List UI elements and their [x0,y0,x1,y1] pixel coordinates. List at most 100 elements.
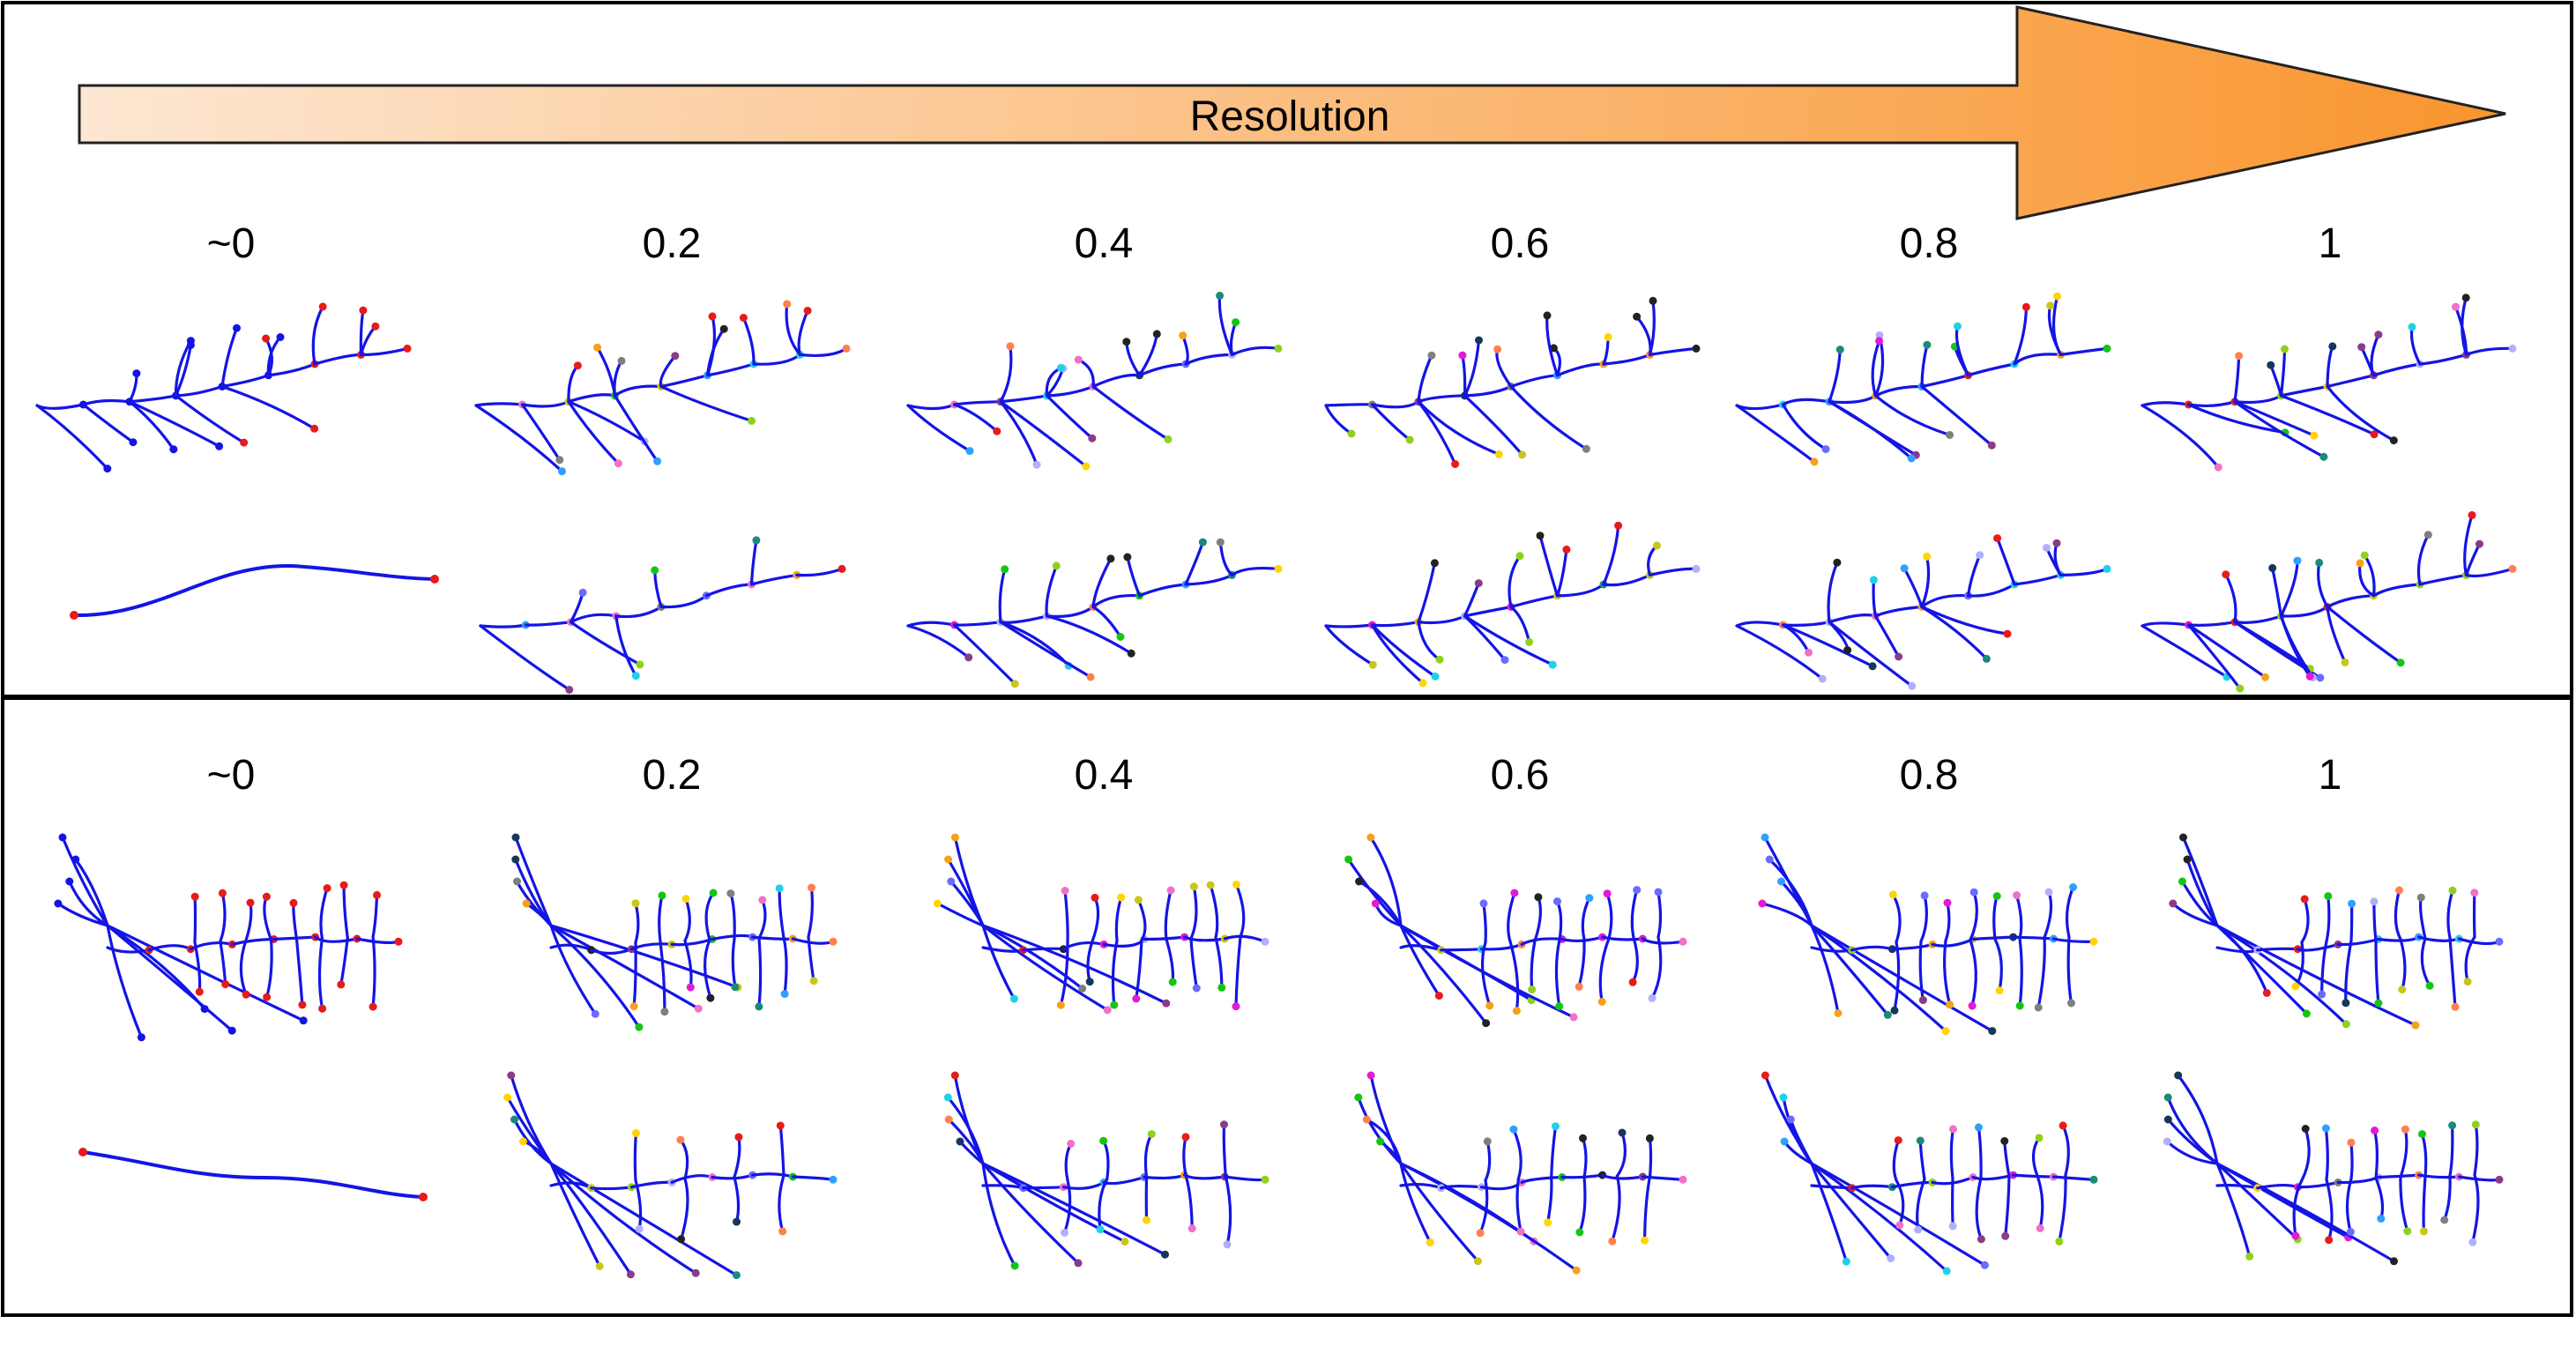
tree-branch [2180,880,2219,927]
tree-node [1232,1002,1240,1011]
tree-branch [1183,1173,1226,1180]
tree-branch [683,939,693,989]
tree-branch [1230,346,1280,356]
tree-branch [2326,384,2395,442]
tree-node [1604,332,1612,341]
tree-branch [949,880,985,927]
tree-branch [1417,400,1500,456]
tree-branch [1578,1175,1587,1234]
tree-node [1132,994,1141,1003]
tree-branch [658,894,664,943]
tree-node [71,855,80,864]
tree-branch [1091,557,1113,609]
tree-node [1426,1238,1434,1246]
tree-branch [567,400,646,443]
tree-node [1835,346,1844,354]
tree-node [2268,563,2277,572]
tree-branch [2140,624,2229,679]
tree-node [1232,880,1240,889]
tree-node [636,660,644,669]
tree-branch [2371,583,2422,598]
tree-branch [2004,1175,2011,1238]
tree-branch [711,933,755,941]
tree-branch [1966,362,2016,377]
tree-branch [633,1131,637,1182]
tree-branch [1920,384,1993,447]
neuron-skeleton-icon [54,833,403,1042]
tree-branch [1509,605,1531,643]
tree-branch [514,858,553,927]
tree-node [733,1217,741,1226]
tree-node [289,898,298,907]
tree-node [1344,855,1353,864]
tree-branch [1647,544,1659,576]
tree-node [1528,985,1537,994]
tree-node [1641,1236,1649,1245]
tree-branch [2165,1140,2219,1165]
tree-branch [355,937,400,944]
tree-branch [952,400,1002,406]
tree-node [691,1268,700,1277]
tree-node [2451,1002,2460,1011]
tree-node [2495,937,2504,946]
tree-branch [219,940,227,986]
tree-node [1887,1254,1895,1263]
tree-node [1032,460,1041,469]
tree-node [1977,1235,1985,1244]
tree-node [709,889,718,897]
tree-branch [1189,885,1198,941]
tree-branch [549,924,700,1010]
tree-node [1067,1140,1076,1148]
tree-node [1777,877,1785,886]
tree-branch [1440,1185,1483,1190]
tree-branch [596,346,617,398]
tree-branch [2448,936,2457,1008]
tree-branch [1969,890,1978,941]
tree-branch [670,1174,714,1184]
tree-node [1500,656,1509,665]
tree-node [2281,345,2289,353]
tree-branch [2256,947,2299,952]
tree-branch [1893,941,1901,1012]
tree-node [1161,1250,1169,1259]
tree-branch [1951,1177,1954,1228]
tree-branch [2012,1173,2055,1179]
tree-branch [2326,374,2376,389]
tree-node [1614,521,1623,530]
tree-node [513,877,521,886]
tree-node [1761,1071,1769,1080]
tree-branch [670,937,714,947]
tree-branch [2279,559,2299,618]
tree-node [1162,999,1171,1008]
tree-node [2348,899,2356,908]
tree-branch [1114,896,1123,942]
tree-node [1821,445,1830,454]
tree-node [1805,648,1813,657]
tree-node [1603,889,1612,898]
tree-branch [757,898,767,941]
tree-node [1995,986,2004,995]
tree-node [2103,564,2111,573]
tree-branch [81,398,131,406]
tree-node [2300,895,2309,904]
tree-branch [946,1096,985,1165]
tree-branch [1223,934,1267,943]
tree-node [1679,1175,1687,1184]
tree-node [1895,1221,1904,1230]
tree-node [1261,1175,1269,1184]
tree-branch [1463,338,1481,398]
tree-branch [1463,384,1513,398]
tree-branch [778,1124,785,1178]
tree-branch [359,324,377,356]
tree-branch [1735,621,1785,628]
tree-branch [549,1162,697,1275]
tree-node [660,1008,669,1016]
tree-branch [2399,937,2407,992]
tree-branch [314,935,359,943]
tree-node [2448,1121,2457,1130]
tree-branch [1872,578,1878,618]
tree-branch [371,935,376,1008]
tree-branch [2013,573,2063,586]
tree-node [1875,337,1884,346]
tree-node [1969,888,1978,896]
